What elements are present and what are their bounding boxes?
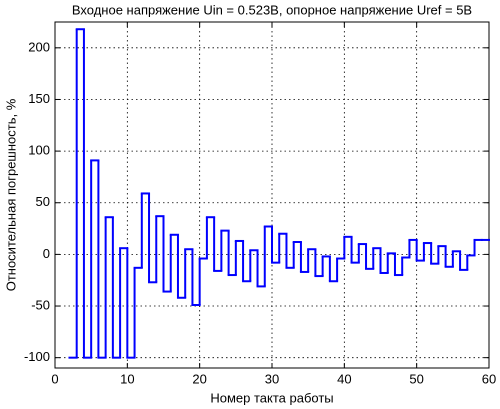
x-tick-label: 20: [192, 371, 206, 386]
y-tick-label: -50: [31, 297, 50, 312]
y-tick-label: 150: [28, 91, 50, 106]
x-tick-label: 0: [51, 371, 58, 386]
x-tick-label: 10: [120, 371, 134, 386]
x-axis-label: Номер такта работы: [210, 390, 333, 405]
chart-title: Входное напряжение Uin = 0.523В, опорное…: [72, 2, 472, 17]
y-tick-label: 100: [28, 143, 50, 158]
x-tick-label: 50: [409, 371, 423, 386]
y-tick-label: -100: [24, 349, 50, 364]
y-axis-label: Относительная погрешность, %: [3, 98, 18, 291]
y-tick-label: 200: [28, 39, 50, 54]
x-tick-label: 30: [265, 371, 279, 386]
y-tick-label: 50: [36, 194, 50, 209]
x-tick-label: 40: [337, 371, 351, 386]
y-tick-label: 0: [43, 246, 50, 261]
x-tick-label: 60: [482, 371, 496, 386]
